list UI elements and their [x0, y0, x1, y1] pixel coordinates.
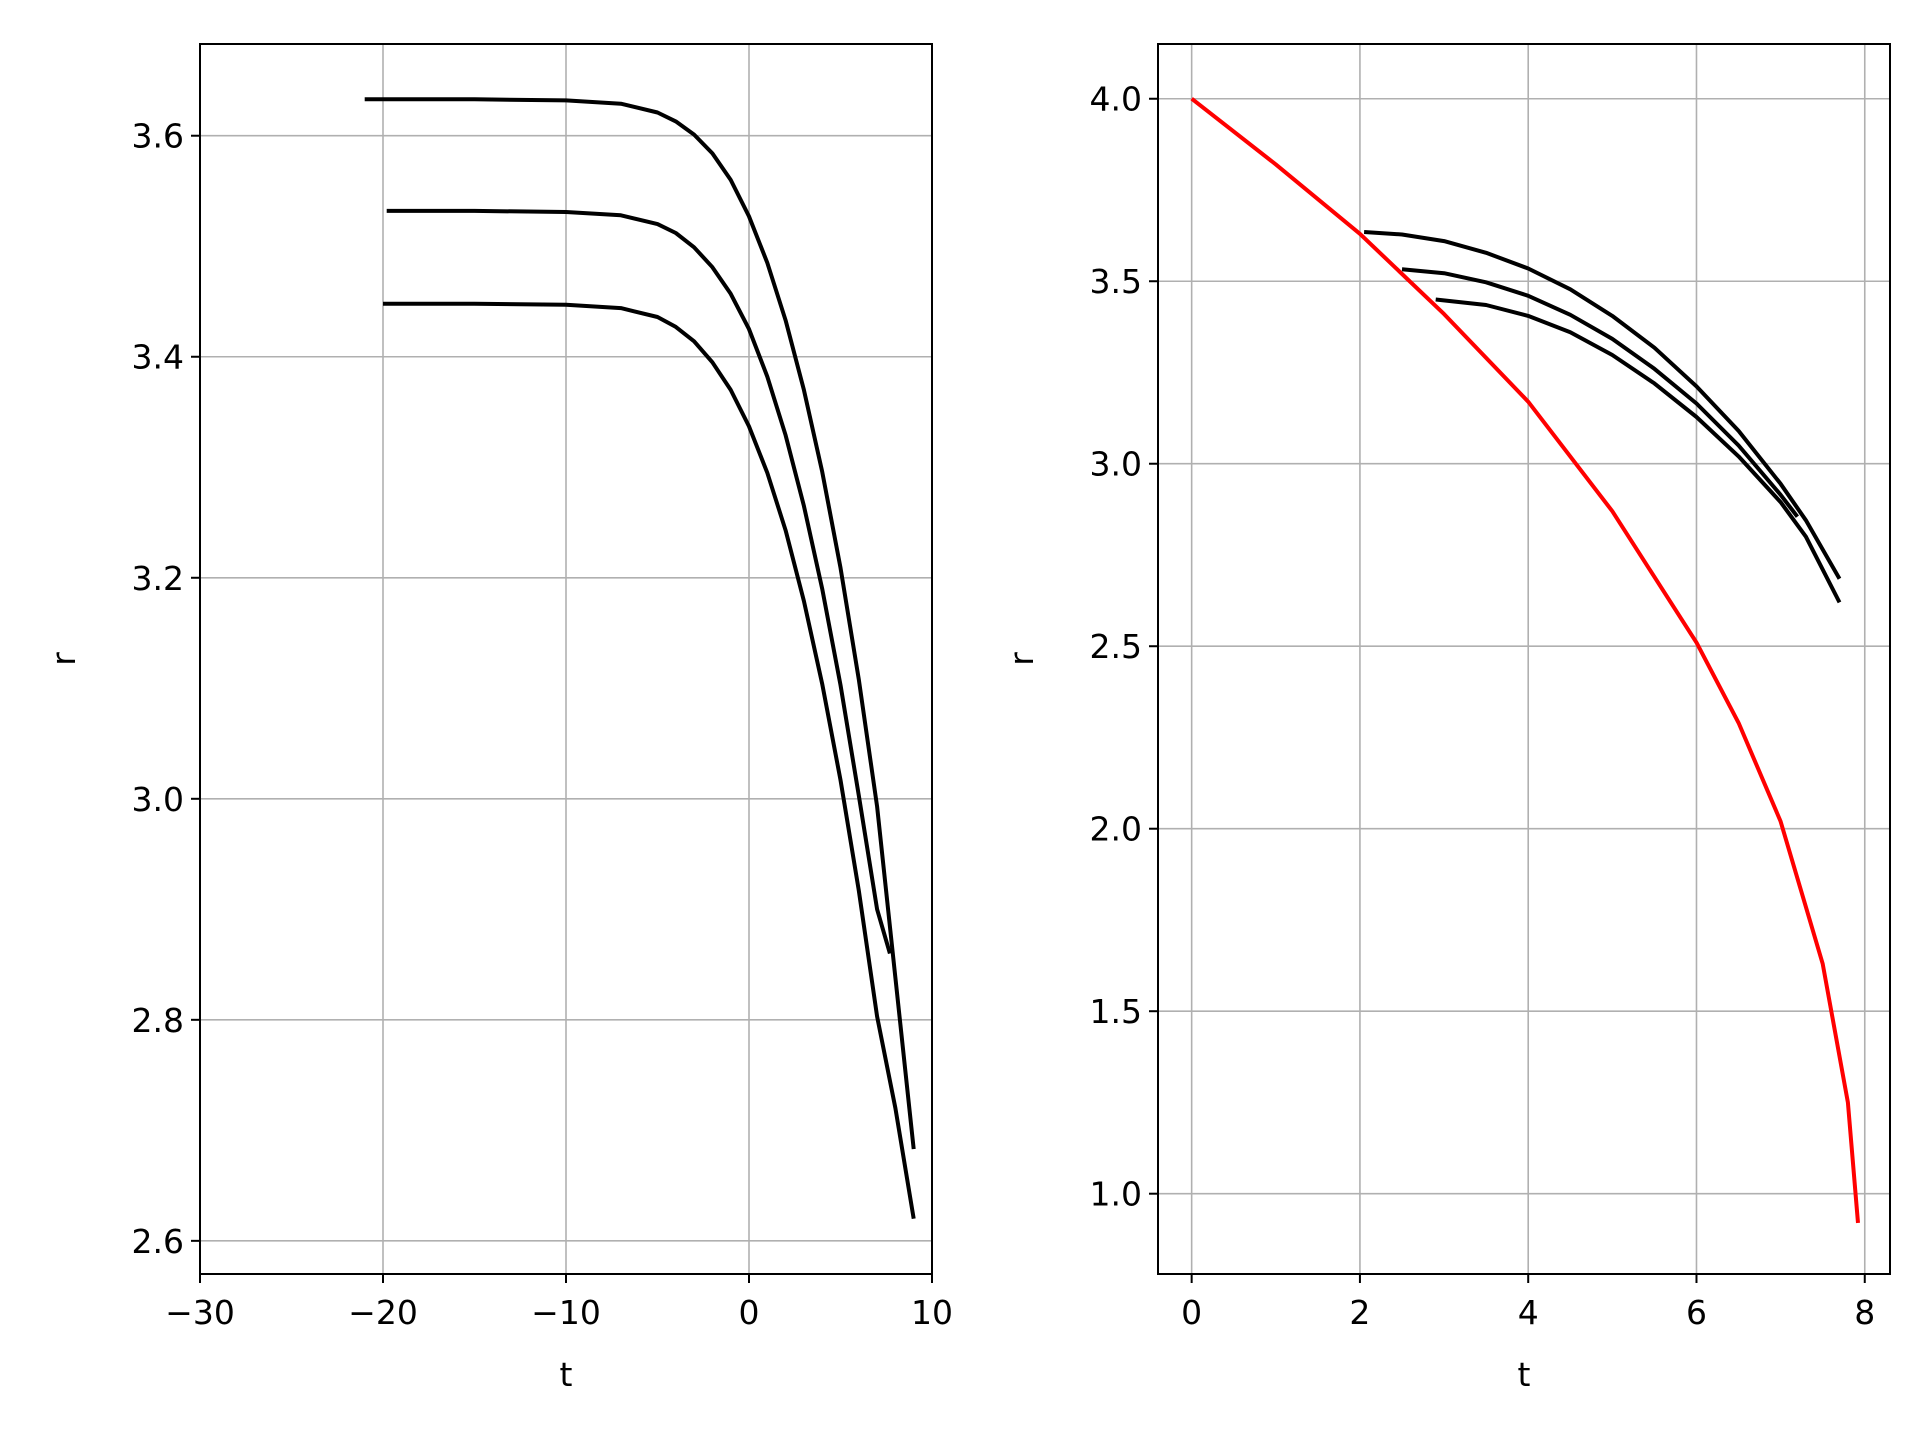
- y-tick-label: 2.8: [132, 1001, 184, 1040]
- x-tick-label: 2: [1349, 1293, 1370, 1332]
- right-plot-panel: 0 2 4 6 8 1.0 1.5 2.0 2.5 3.0 3.5 4.0 t r: [1002, 43, 1891, 1394]
- x-tick-label: −20: [348, 1293, 418, 1332]
- right-axes-frame: [1157, 43, 1891, 1275]
- y-tick-label: 3.6: [132, 117, 184, 156]
- right-ticks: 0 2 4 6 8 1.0 1.5 2.0 2.5 3.0 3.5 4.0: [1090, 80, 1876, 1332]
- left-series-line-0: [364, 97, 916, 1150]
- right-grid: [1158, 44, 1890, 1274]
- right-series-line-0: [1190, 97, 1860, 1224]
- x-tick-label: 6: [1686, 1293, 1707, 1332]
- y-tick-label: 3.4: [132, 338, 184, 377]
- y-tick-label: 2.5: [1090, 627, 1142, 666]
- x-tick-label: 0: [1181, 1293, 1202, 1332]
- right-series-group: [1190, 97, 1860, 1224]
- x-tick-label: −10: [531, 1293, 601, 1332]
- left-series-line-1: [386, 208, 892, 955]
- right-series-line-3: [1435, 297, 1842, 604]
- left-ticks: −30 −20 −10 0 10 2.6 2.8 3.0 3.2 3.4 3.6: [132, 117, 953, 1332]
- y-tick-label: 3.0: [132, 780, 184, 819]
- x-tick-label: 8: [1854, 1293, 1875, 1332]
- y-tick-label: 1.0: [1090, 1175, 1142, 1214]
- left-series-group: [364, 97, 916, 1220]
- x-tick-label: 0: [739, 1293, 760, 1332]
- left-plot-panel: −30 −20 −10 0 10 2.6 2.8 3.0 3.2 3.4 3.6 t r: [44, 43, 953, 1394]
- y-tick-label: 1.5: [1090, 992, 1142, 1031]
- right-series-line-1: [1363, 230, 1842, 580]
- right-y-axis-label: r: [1002, 652, 1041, 666]
- left-x-axis-label: t: [560, 1355, 573, 1394]
- left-y-axis-label: r: [44, 652, 83, 666]
- left-grid: [199, 44, 933, 1274]
- y-tick-label: 3.5: [1090, 262, 1142, 301]
- right-series-line-2: [1401, 267, 1799, 518]
- y-tick-label: 4.0: [1090, 80, 1142, 119]
- y-tick-label: 2.0: [1090, 810, 1142, 849]
- right-x-axis-label: t: [1518, 1355, 1531, 1394]
- y-tick-label: 3.0: [1090, 445, 1142, 484]
- x-tick-label: 4: [1518, 1293, 1539, 1332]
- left-series-line-2: [383, 301, 916, 1220]
- x-tick-label: 10: [911, 1293, 953, 1332]
- y-tick-label: 3.2: [132, 559, 184, 598]
- y-tick-label: 2.6: [132, 1222, 184, 1261]
- x-tick-label: −30: [165, 1293, 235, 1332]
